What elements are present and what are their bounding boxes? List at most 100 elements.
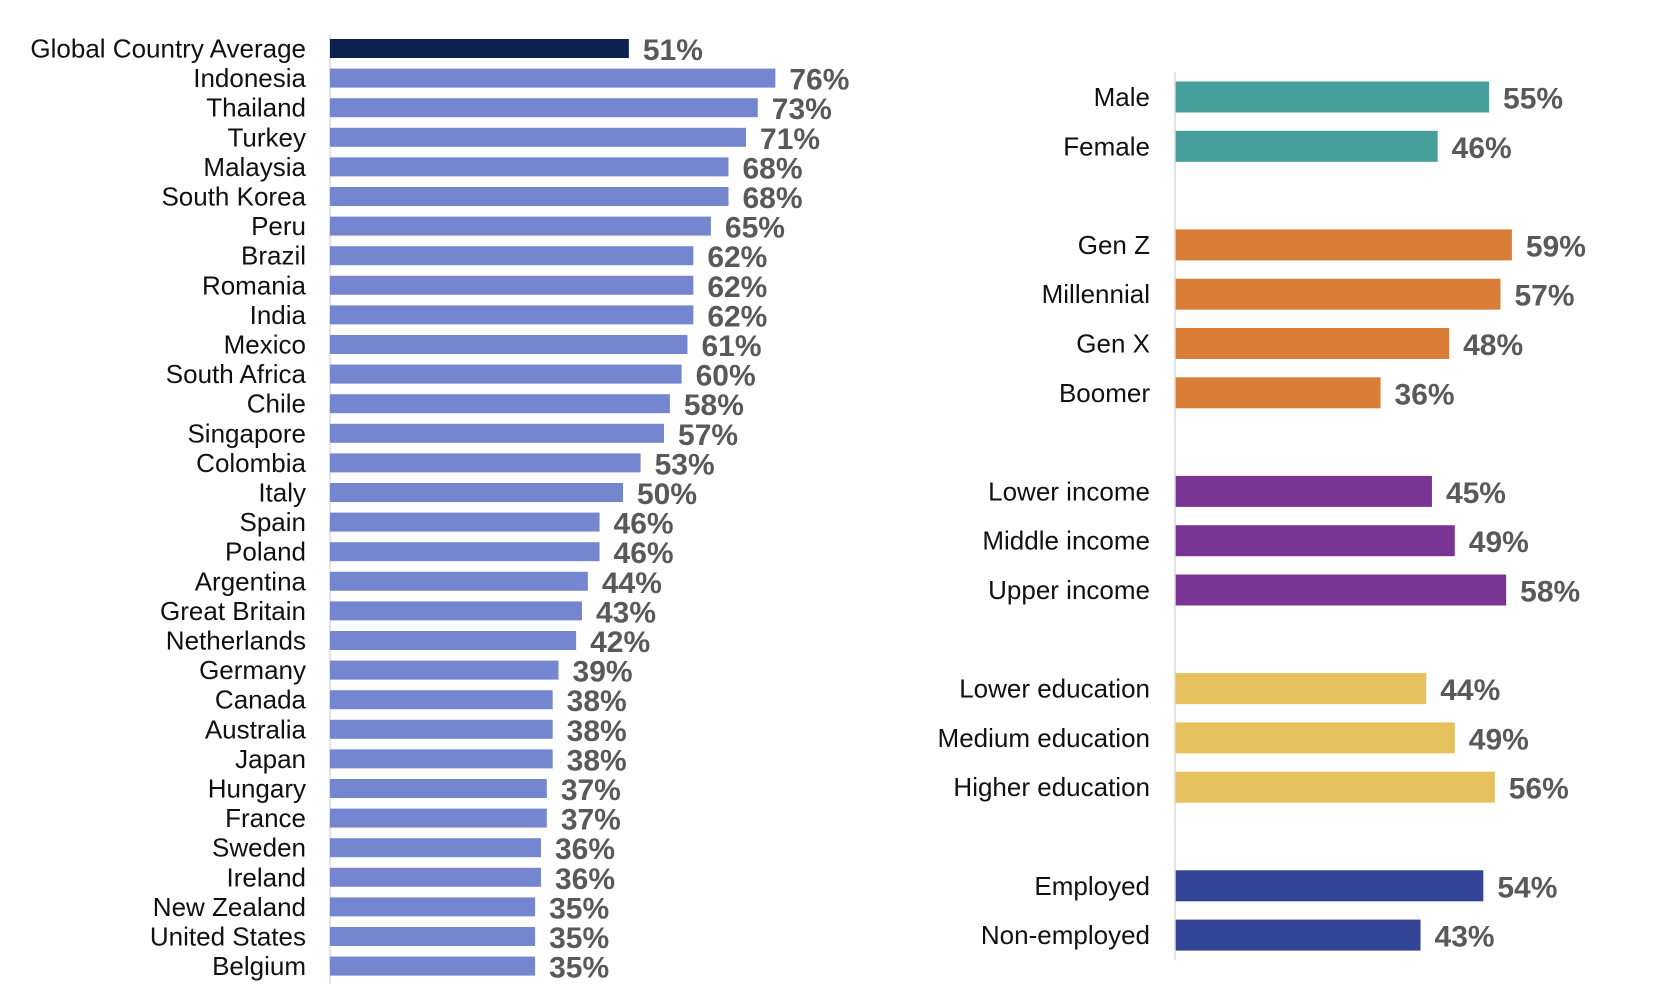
value-label-spain: 46% — [614, 508, 674, 541]
bar-employed — [1175, 870, 1484, 902]
category-label-malaysia: Malaysia — [203, 152, 306, 182]
bar-argentina — [330, 571, 588, 591]
value-label-female: 46% — [1452, 132, 1512, 165]
value-label-male: 55% — [1503, 83, 1563, 116]
category-label-higher-education: Higher education — [953, 772, 1150, 802]
bar-female — [1175, 130, 1438, 162]
bar-male — [1175, 81, 1490, 113]
category-label-germany: Germany — [199, 655, 306, 685]
category-label-indonesia: Indonesia — [193, 63, 306, 93]
value-label-millennial: 57% — [1514, 280, 1574, 313]
bar-india — [330, 305, 694, 325]
bar-south-korea — [330, 187, 729, 206]
value-label-turkey: 71% — [760, 123, 820, 156]
bar-gen-z — [1175, 229, 1512, 261]
bar-non-employed — [1175, 919, 1421, 951]
value-label-upper-income: 58% — [1520, 576, 1580, 609]
bar-hungary — [330, 779, 547, 798]
category-label-millennial: Millennial — [1042, 279, 1150, 309]
bar-great-britain — [330, 601, 582, 621]
value-label-middle-income: 49% — [1469, 526, 1529, 559]
bar-canada — [330, 690, 553, 710]
category-label-female: Female — [1063, 131, 1150, 161]
category-label-gen-x: Gen X — [1076, 329, 1150, 359]
bar-malaysia — [330, 157, 729, 177]
bar-brazil — [330, 246, 694, 266]
category-label-boomer: Boomer — [1059, 378, 1150, 408]
bar-chile — [330, 394, 670, 414]
category-label-spain: Spain — [240, 507, 307, 537]
value-label-south-korea: 68% — [742, 182, 802, 215]
bar-lower-income — [1175, 475, 1432, 507]
category-label-medium-education: Medium education — [938, 723, 1150, 753]
category-label-lower-education: Lower education — [959, 674, 1150, 704]
category-label-argentina: Argentina — [195, 566, 307, 596]
bar-france — [330, 808, 547, 828]
bar-gen-x — [1175, 328, 1450, 359]
bar-higher-education — [1175, 771, 1495, 803]
bar-germany — [330, 660, 559, 680]
value-label-canada: 38% — [567, 685, 627, 718]
value-label-boomer: 36% — [1395, 378, 1455, 411]
value-label-united-states: 35% — [549, 922, 609, 955]
value-label-thailand: 73% — [772, 93, 832, 126]
category-label-japan: Japan — [235, 744, 306, 774]
bar-middle-income — [1175, 525, 1455, 557]
bar-millennial — [1175, 278, 1501, 310]
category-label-poland: Poland — [225, 537, 306, 567]
bar-indonesia — [330, 68, 776, 88]
category-label-gen-z: Gen Z — [1078, 230, 1150, 260]
value-label-romania: 62% — [707, 271, 767, 304]
value-label-malaysia: 68% — [742, 152, 802, 185]
category-label-upper-income: Upper income — [988, 575, 1150, 605]
value-label-colombia: 53% — [655, 448, 715, 481]
category-label-south-africa: South Africa — [166, 359, 307, 389]
bar-poland — [330, 542, 600, 562]
value-label-medium-education: 49% — [1469, 723, 1529, 756]
bar-romania — [330, 275, 694, 295]
category-label-canada: Canada — [215, 685, 307, 715]
category-label-great-britain: Great Britain — [160, 596, 306, 626]
value-label-ireland: 36% — [555, 863, 615, 896]
category-label-south-korea: South Korea — [161, 182, 306, 212]
category-label-india: India — [250, 300, 307, 330]
category-label-peru: Peru — [251, 211, 306, 241]
category-label-employed: Employed — [1034, 871, 1150, 901]
value-label-indonesia: 76% — [789, 64, 849, 97]
category-label-colombia: Colombia — [196, 448, 306, 478]
value-label-belgium: 35% — [549, 952, 609, 985]
category-label-chile: Chile — [247, 389, 306, 419]
value-label-higher-education: 56% — [1509, 773, 1569, 806]
value-label-india: 62% — [707, 300, 767, 333]
category-label-netherlands: Netherlands — [166, 626, 306, 656]
bar-new-zealand — [330, 897, 536, 917]
bar-australia — [330, 719, 553, 739]
category-label-global-country-average: Global Country Average — [30, 34, 306, 64]
bar-belgium — [330, 956, 536, 976]
value-label-non-employed: 43% — [1435, 921, 1495, 954]
value-label-new-zealand: 35% — [549, 892, 609, 925]
category-label-thailand: Thailand — [206, 93, 306, 123]
bar-boomer — [1175, 377, 1381, 409]
bar-spain — [330, 512, 600, 532]
value-label-australia: 38% — [567, 715, 627, 748]
country-bar-chart: Global Country Average 51% Indonesia 76% Tha… — [30, 34, 849, 985]
category-label-france: France — [225, 803, 306, 833]
bar-ireland — [330, 867, 541, 887]
bar-italy — [330, 483, 623, 502]
demographic-bar-chart: Male 55% Female 46% Gen Z 59% Millennial 57% Gen… — [938, 72, 1586, 961]
bar-mexico — [330, 335, 688, 354]
value-label-hungary: 37% — [561, 774, 621, 807]
value-label-lower-income: 45% — [1446, 477, 1506, 510]
value-label-gen-z: 59% — [1526, 230, 1586, 263]
category-label-brazil: Brazil — [241, 241, 306, 271]
category-label-romania: Romania — [202, 270, 307, 300]
category-label-turkey: Turkey — [228, 122, 307, 152]
bar-colombia — [330, 453, 641, 473]
category-label-lower-income: Lower income — [988, 476, 1150, 506]
value-label-germany: 39% — [573, 656, 633, 689]
value-label-singapore: 57% — [678, 419, 738, 452]
category-label-hungary: Hungary — [208, 774, 306, 804]
category-label-united-states: United States — [150, 922, 306, 952]
bar-thailand — [330, 98, 758, 118]
